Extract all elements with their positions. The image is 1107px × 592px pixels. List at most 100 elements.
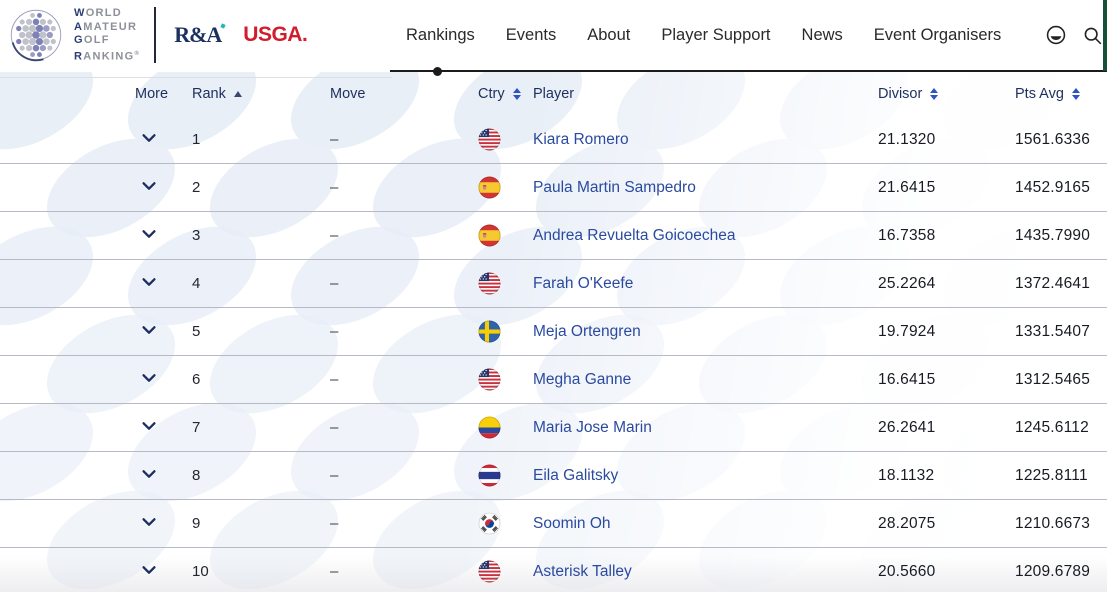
main-nav: Rankings Events About Player Support News Eve… — [390, 0, 1107, 72]
contrast-icon[interactable] — [1043, 22, 1069, 48]
player-link[interactable]: Kiara Romero — [533, 130, 629, 148]
column-label: Player — [533, 86, 575, 102]
expand-row-button[interactable] — [140, 465, 158, 486]
expand-row-button[interactable] — [140, 273, 158, 294]
chevron-down-icon — [140, 369, 158, 390]
player-link[interactable]: Maria Jose Marin — [533, 418, 652, 436]
usga-logo[interactable]: USGA. — [243, 23, 308, 47]
pts-avg-cell: 1225.8111 — [1015, 466, 1088, 484]
country-flag-icon-usa — [478, 368, 533, 391]
player-link[interactable]: Soomin Oh — [533, 514, 611, 532]
column-header-more: More — [135, 86, 192, 102]
rank-cell: 5 — [192, 322, 201, 340]
divisor-cell: 28.2075 — [878, 514, 936, 532]
player-link[interactable]: Eila Galitsky — [533, 466, 619, 484]
nav-item-player-support[interactable]: Player Support — [661, 25, 771, 44]
move-cell: – — [330, 274, 339, 292]
player-link[interactable]: Megha Ganne — [533, 370, 632, 388]
expand-row-button[interactable] — [140, 513, 158, 534]
chevron-down-icon — [140, 225, 158, 246]
nav-item-events[interactable]: Events — [505, 25, 557, 44]
expand-row-button[interactable] — [140, 369, 158, 390]
search-icon[interactable] — [1080, 23, 1105, 48]
pts-avg-cell: 1245.6112 — [1015, 418, 1089, 436]
sort-both-icon — [930, 87, 939, 101]
nav-item-rankings[interactable]: Rankings — [406, 25, 475, 44]
column-label: Divisor — [878, 86, 923, 102]
rank-cell: 8 — [192, 466, 201, 484]
rankings-table: More Rank Move Ctry Player Divisor Pts Avg 1 – K… — [0, 72, 1107, 592]
country-flag-icon-kor — [478, 512, 533, 535]
country-flag-icon-esp — [478, 176, 533, 199]
country-flag-icon-usa — [478, 560, 533, 583]
table-body: 1 – Kiara Romero 21.1320 1561.6336 2 – Paula Ma… — [0, 116, 1107, 592]
column-header-pts-avg[interactable]: Pts Avg — [1015, 86, 1107, 102]
move-cell: – — [330, 226, 339, 244]
expand-row-button[interactable] — [140, 561, 158, 582]
divisor-cell: 26.2641 — [878, 418, 936, 436]
pts-avg-cell: 1312.5465 — [1015, 370, 1091, 388]
player-link[interactable]: Andrea Revuelta Goicoechea — [533, 226, 736, 244]
column-header-rank[interactable]: Rank — [192, 86, 330, 102]
divisor-cell: 16.7358 — [878, 226, 936, 244]
player-link[interactable]: Paula Martin Sampedro — [533, 178, 696, 196]
bottom-fade — [0, 556, 1107, 592]
table-header-row: More Rank Move Ctry Player Divisor Pts Avg — [0, 72, 1107, 116]
divisor-cell: 25.2264 — [878, 274, 936, 292]
chevron-down-icon — [140, 273, 158, 294]
pts-avg-cell: 1331.5407 — [1015, 322, 1091, 340]
divisor-cell: 19.7924 — [878, 322, 936, 340]
rank-cell: 10 — [192, 562, 209, 580]
player-link[interactable]: Asterisk Talley — [533, 562, 632, 580]
ra-logo[interactable]: R&A — [174, 22, 226, 48]
rank-cell: 6 — [192, 370, 201, 388]
wagr-logo[interactable]: WORLD AMATEUR GOLF RANKING® R&A USGA. — [8, 7, 308, 64]
chevron-down-icon — [140, 177, 158, 198]
scrollbar-thumb[interactable] — [1103, 0, 1107, 71]
header-divider-line — [0, 77, 392, 78]
ra-logo-text: R&A — [174, 22, 222, 48]
sort-both-icon — [1071, 87, 1080, 101]
rank-cell: 2 — [192, 178, 201, 196]
nav-item-news[interactable]: News — [801, 25, 843, 44]
chevron-down-icon — [140, 513, 158, 534]
move-cell: – — [330, 370, 339, 388]
nav-item-event-organisers[interactable]: Event Organisers — [873, 25, 1002, 44]
divisor-cell: 21.6415 — [878, 178, 936, 196]
divisor-cell: 21.1320 — [878, 130, 936, 148]
table-row: 10 – Asterisk Talley 20.5660 1209.6789 — [0, 548, 1107, 592]
table-row: 1 – Kiara Romero 21.1320 1561.6336 — [0, 116, 1107, 164]
expand-row-button[interactable] — [140, 177, 158, 198]
nav-active-indicator — [433, 67, 442, 76]
country-flag-icon-tha — [478, 464, 533, 487]
table-row: 9 – Soomin Oh 28.2075 1210.6673 — [0, 500, 1107, 548]
player-link[interactable]: Meja Ortengren — [533, 322, 641, 340]
rank-cell: 7 — [192, 418, 201, 436]
country-flag-icon-usa — [478, 272, 533, 295]
expand-row-button[interactable] — [140, 129, 158, 150]
column-header-player: Player — [533, 86, 878, 102]
expand-row-button[interactable] — [140, 225, 158, 246]
expand-row-button[interactable] — [140, 417, 158, 438]
column-label: Rank — [192, 86, 226, 102]
column-header-divisor[interactable]: Divisor — [878, 86, 1015, 102]
nav-item-about[interactable]: About — [587, 25, 631, 44]
ra-logo-accent — [220, 23, 226, 29]
country-flag-icon-col — [478, 416, 533, 439]
column-header-ctry[interactable]: Ctry — [478, 86, 533, 102]
table-row: 2 – Paula Martin Sampedro 21.6415 1452.9165 — [0, 164, 1107, 212]
pts-avg-cell: 1561.6336 — [1015, 130, 1091, 148]
move-cell: – — [330, 466, 339, 484]
divisor-cell: 20.5660 — [878, 562, 936, 580]
background-fade — [0, 72, 1107, 592]
chevron-down-icon — [140, 465, 158, 486]
expand-row-button[interactable] — [140, 321, 158, 342]
table-row: 8 – Eila Galitsky 18.1132 1225.8111 — [0, 452, 1107, 500]
column-header-move: Move — [330, 86, 478, 102]
player-link[interactable]: Farah O'Keefe — [533, 274, 634, 292]
divisor-cell: 16.6415 — [878, 370, 936, 388]
move-cell: – — [330, 130, 339, 148]
column-label: Move — [330, 86, 366, 102]
rank-cell: 3 — [192, 226, 201, 244]
table-row: 4 – Farah O'Keefe 25.2264 1372.4641 — [0, 260, 1107, 308]
